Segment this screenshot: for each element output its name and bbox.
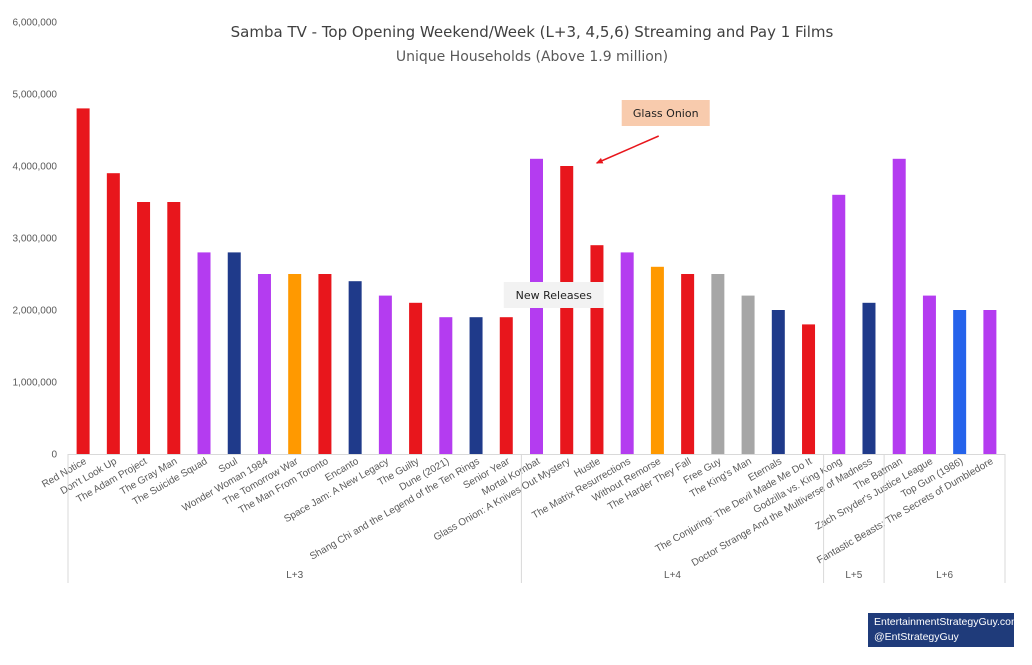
group-axis: L+3 L+4 L+5 L+6	[67, 454, 1006, 583]
group-label: L+3	[286, 570, 303, 581]
bar	[137, 202, 151, 454]
y-tick-label: 0	[51, 450, 57, 461]
chart-title: Samba TV - Top Opening Weekend/Week (L+3…	[231, 23, 834, 41]
y-tick-label: 5,000,000	[13, 90, 58, 101]
annotations: Glass Onion New Releases	[503, 100, 710, 308]
y-tick-label: 3,000,000	[13, 234, 58, 245]
callout-arrow	[595, 135, 660, 164]
bar	[560, 166, 574, 454]
credit-handle: @EntStrategyGuy	[874, 631, 959, 643]
bar	[741, 295, 755, 454]
bar	[439, 317, 453, 454]
bar	[76, 108, 90, 455]
bar	[227, 252, 241, 454]
bar	[620, 252, 634, 454]
new-releases-callout-label: New Releases	[516, 289, 592, 302]
bar	[922, 295, 936, 454]
glass-onion-callout-box	[621, 100, 710, 126]
bar	[288, 274, 302, 454]
bar	[348, 281, 362, 454]
group-label: L+5	[845, 570, 862, 581]
glass-onion-callout-label: Glass Onion	[633, 107, 699, 120]
new-releases-callout-box	[503, 282, 604, 308]
group-label: L+6	[936, 570, 953, 581]
bar	[953, 310, 967, 454]
bar	[650, 266, 664, 454]
bar	[469, 317, 483, 454]
bar	[318, 274, 332, 454]
y-tick-label: 2,000,000	[13, 306, 58, 317]
bar	[499, 317, 513, 454]
bar	[257, 274, 271, 454]
bar	[197, 252, 211, 454]
bar	[378, 295, 392, 454]
bar	[832, 194, 846, 455]
bar	[711, 274, 725, 454]
y-tick-label: 4,000,000	[13, 162, 58, 173]
chart-subtitle: Unique Households (Above 1.9 million)	[396, 49, 668, 65]
bar	[862, 302, 876, 454]
credit-website: EntertainmentStrategyGuy.com	[874, 616, 1020, 628]
credit-box: EntertainmentStrategyGuy.com @EntStrateg…	[868, 613, 1020, 647]
y-tick-label: 6,000,000	[13, 18, 58, 29]
y-tick-label: 1,000,000	[13, 378, 58, 389]
bar	[771, 310, 785, 454]
y-axis: 0 1,000,000 2,000,000 3,000,000 4,000,000 5,0…	[13, 18, 58, 461]
bar	[892, 158, 906, 455]
bar	[802, 324, 816, 454]
bars	[68, 108, 1005, 455]
bar	[167, 202, 181, 454]
bar	[681, 274, 695, 454]
bar	[590, 245, 604, 454]
group-label: L+4	[664, 570, 681, 581]
bar	[409, 302, 423, 454]
bar	[106, 173, 120, 454]
bar	[983, 310, 997, 454]
